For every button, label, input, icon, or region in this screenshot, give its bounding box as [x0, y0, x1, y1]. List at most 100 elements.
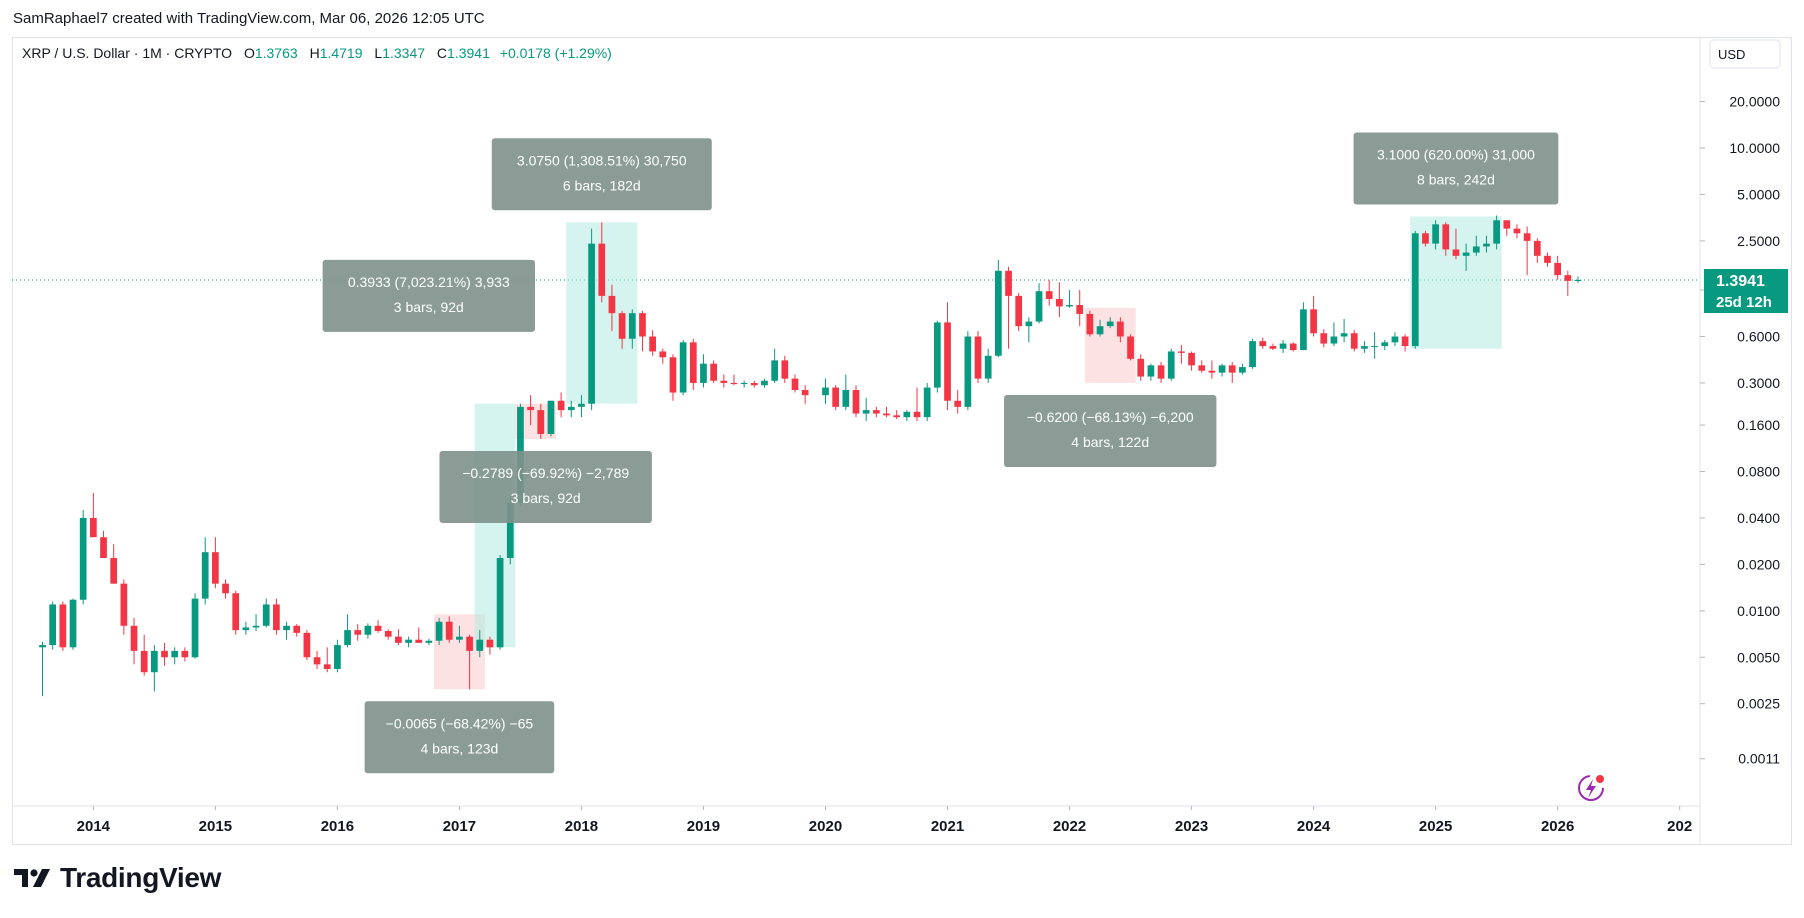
price-axis[interactable]: 20.000010.00005.00002.50001.20000.60000.…: [1699, 38, 1780, 844]
candle-body: [1117, 321, 1124, 337]
measure-label-bars: 8 bars, 242d: [1417, 171, 1495, 187]
y-tick-label: 0.6000: [1737, 329, 1780, 345]
measure-label-box: [364, 701, 555, 774]
candle-body: [1289, 343, 1297, 351]
candle-body: [232, 593, 240, 631]
candle-body: [59, 604, 67, 648]
candle-body: [1218, 365, 1226, 373]
measure-label-box: [1004, 394, 1217, 467]
candle-body: [1147, 365, 1155, 377]
measure-label-value: 3.0750 (1,308.51%) 30,750: [517, 152, 687, 168]
candle-body: [1056, 299, 1063, 307]
legend-open: 1.3763: [254, 45, 298, 61]
candle-body: [1066, 305, 1073, 307]
y-tick-label: 0.1600: [1737, 417, 1780, 433]
candle-body: [1554, 262, 1561, 276]
candle-body: [700, 363, 707, 383]
candle-body: [913, 411, 921, 418]
candle-body: [242, 627, 250, 631]
candle-body: [1249, 341, 1256, 368]
candle-body: [151, 650, 158, 673]
candle-body: [842, 390, 850, 407]
candle-body: [181, 650, 189, 658]
measure-label-value: −0.0065 (−68.42%) −65: [386, 715, 534, 731]
candle-body: [964, 336, 972, 407]
x-tick-label: 2021: [931, 818, 964, 835]
candle-body: [140, 650, 148, 673]
x-tick-label: 2016: [321, 818, 354, 835]
candle-body: [374, 625, 382, 632]
candle-body: [944, 322, 951, 401]
candle-body: [405, 639, 412, 643]
brand[interactable]: TradingView: [14, 862, 221, 894]
price-tag-countdown: 25d 12h: [1716, 294, 1772, 311]
candle-body: [1391, 336, 1399, 343]
y-tick-label: 0.0025: [1737, 696, 1780, 712]
x-tick-label: 2014: [77, 818, 111, 835]
candle-body: [1310, 309, 1317, 334]
candle-body: [445, 621, 453, 640]
candle-body: [1422, 233, 1429, 244]
candle-body: [334, 645, 341, 669]
candle-body: [89, 517, 97, 538]
candle-body: [791, 378, 799, 391]
measure-label-value: −0.2789 (−69.92%) −2,789: [462, 465, 629, 481]
candle-body: [1279, 343, 1287, 349]
candle-body: [527, 406, 534, 411]
candle-body: [995, 270, 1002, 356]
legend-low-key: L: [374, 45, 383, 61]
candle-body: [191, 598, 199, 658]
candle-body: [649, 336, 656, 352]
candle-body: [1513, 228, 1521, 234]
candle-body: [252, 625, 260, 628]
currency-label: USD: [1718, 47, 1745, 62]
brand-name: TradingView: [60, 862, 222, 893]
y-tick-label: 20.0000: [1729, 94, 1780, 110]
legend-low: 1.3347: [382, 45, 426, 61]
candle-body: [496, 558, 504, 648]
measure-label-bars: 4 bars, 123d: [420, 740, 498, 756]
legend-close-key: C: [436, 45, 448, 61]
replay-lightning-icon[interactable]: [1578, 775, 1604, 801]
candle-body: [1259, 341, 1267, 347]
candle-body: [303, 632, 311, 658]
x-tick-label: 2015: [199, 818, 232, 835]
time-axis[interactable]: 2014 2015 2016 2017 2018 2019 2020 2021 2022 2023…: [12, 805, 1700, 835]
candle-body: [771, 360, 779, 381]
candle-body: [1533, 240, 1541, 256]
measure-label-bars: 6 bars, 182d: [563, 177, 641, 193]
candle-body: [283, 625, 290, 631]
candle-body: [822, 387, 829, 396]
x-tick-label: 2019: [687, 818, 720, 835]
candle-body: [923, 387, 931, 418]
candle-body: [1015, 295, 1023, 327]
candle-body: [1411, 233, 1419, 347]
candle-body: [1401, 336, 1409, 347]
candle-body: [1432, 224, 1439, 244]
candle-body: [1564, 275, 1572, 281]
x-tick-label: 2024: [1297, 818, 1331, 835]
candle-body: [1076, 305, 1084, 314]
candle-body: [852, 390, 860, 414]
candle-body: [1442, 224, 1450, 250]
candle-body: [710, 363, 717, 381]
candle-body: [273, 604, 280, 631]
currency-button[interactable]: USD: [1709, 39, 1781, 69]
measure-label-value: 0.3933 (7,023.21%) 3,933: [348, 274, 510, 290]
measure-labels: −0.0065 (−68.42%) −65 4 bars, 123d 0.3933 …: [322, 132, 1559, 774]
candle-body: [598, 243, 606, 296]
candle-body: [1350, 333, 1358, 349]
legend-change: +0.0178 (+1.29%): [499, 45, 612, 61]
x-tick-label: 2025: [1419, 818, 1452, 835]
legend-symbol[interactable]: XRP / U.S. Dollar · 1M · CRYPTO: [22, 45, 233, 61]
legend-high: 1.4719: [319, 45, 363, 61]
candle-body: [384, 631, 392, 637]
candle-body: [506, 502, 514, 559]
candle-body: [679, 342, 687, 393]
candle-body: [974, 336, 982, 379]
candle-body: [1574, 280, 1582, 282]
candle-body: [120, 583, 128, 626]
y-tick-label: 0.0050: [1737, 649, 1780, 665]
price-tag: 1.3941 25d 12h: [1704, 269, 1788, 314]
